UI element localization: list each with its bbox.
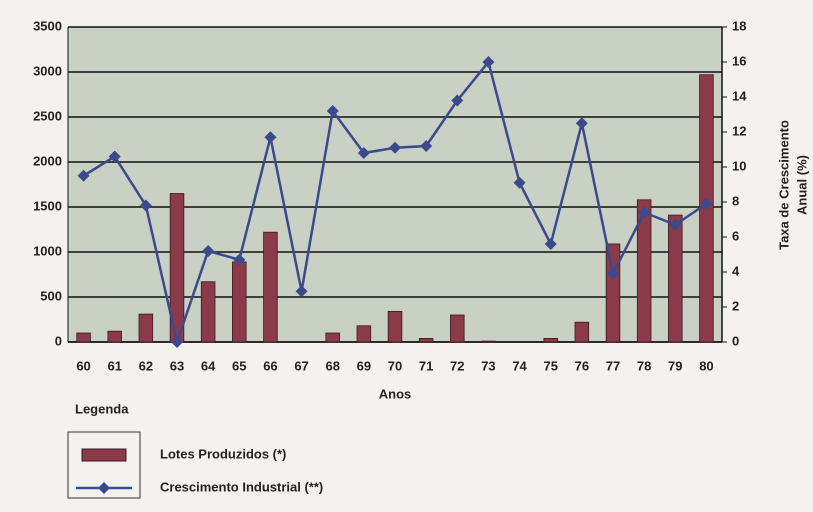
bar — [200, 281, 216, 343]
y2-tick-label: 10 — [732, 158, 746, 173]
x-tick-label: 79 — [668, 358, 682, 373]
y-tick-label: 2500 — [33, 108, 62, 123]
x-tick-label: 65 — [232, 358, 246, 373]
bar — [107, 330, 122, 343]
bar — [356, 325, 372, 343]
bar — [668, 214, 683, 343]
marker — [607, 267, 619, 280]
marker — [482, 56, 495, 68]
marker — [233, 253, 246, 266]
bar — [138, 313, 154, 343]
marker — [171, 336, 183, 348]
y2-tick-label: 14 — [732, 88, 747, 103]
marker — [326, 105, 339, 117]
y2-tick-label: 8 — [732, 193, 739, 208]
marker — [389, 141, 401, 154]
y2-axis-label: Anual (%) — [794, 155, 809, 215]
x-tick-label: 63 — [170, 358, 184, 373]
marker — [295, 285, 308, 298]
x-tick-label: 60 — [76, 358, 90, 373]
marker — [669, 218, 682, 231]
x-tick-label: 70 — [388, 358, 402, 373]
x-tick-label: 77 — [606, 358, 620, 373]
marker — [700, 197, 713, 210]
bar — [481, 340, 496, 343]
marker — [638, 206, 651, 219]
legend-label: Crescimento Industrial (**) — [160, 479, 323, 494]
legend-marker — [98, 482, 110, 494]
y-tick-label: 1000 — [33, 243, 62, 258]
bar — [636, 199, 652, 343]
x-tick-label: 73 — [481, 358, 495, 373]
x-axis-label: Anos — [379, 386, 412, 401]
bar — [325, 332, 340, 343]
legend-label: Lotes Produzidos (*) — [160, 446, 286, 461]
bar — [574, 321, 590, 343]
x-tick-label: 80 — [699, 358, 713, 373]
marker — [139, 199, 152, 212]
x-tick-label: 68 — [325, 358, 339, 373]
legend-title: Legenda — [75, 401, 129, 416]
marker — [77, 169, 90, 182]
x-tick-label: 61 — [107, 358, 121, 373]
legend-box — [67, 431, 141, 499]
y-tick-label: 1500 — [33, 198, 62, 213]
y2-axis-label: Taxa de Crescimento — [776, 120, 791, 250]
marker — [108, 150, 121, 163]
bar — [76, 332, 91, 343]
x-tick-label: 78 — [637, 358, 651, 373]
bar — [450, 314, 465, 343]
x-tick-label: 67 — [294, 358, 308, 373]
y2-tick-label: 18 — [732, 18, 746, 33]
x-tick-label: 72 — [450, 358, 464, 373]
marker — [202, 245, 215, 257]
marker — [513, 176, 526, 189]
marker — [544, 238, 557, 250]
y-tick-label: 3000 — [33, 63, 62, 78]
legend-swatch — [81, 448, 127, 462]
bar — [543, 337, 558, 343]
y2-tick-label: 16 — [732, 53, 746, 68]
y-tick-label: 500 — [40, 288, 62, 303]
y-tick-label: 2000 — [33, 153, 62, 168]
y-tick-label: 3500 — [33, 18, 62, 33]
x-tick-label: 64 — [201, 358, 216, 373]
y-tick-label: 0 — [55, 333, 62, 348]
y2-tick-label: 6 — [732, 228, 739, 243]
marker — [420, 140, 433, 152]
bar — [418, 337, 434, 343]
marker — [264, 131, 277, 144]
y2-tick-label: 2 — [732, 298, 739, 313]
y2-tick-label: 0 — [732, 333, 739, 348]
bar — [605, 243, 621, 343]
bar — [387, 310, 403, 343]
x-tick-label: 69 — [357, 358, 371, 373]
y2-tick-label: 12 — [732, 123, 746, 138]
marker — [357, 147, 370, 159]
x-tick-label: 74 — [512, 358, 527, 373]
x-tick-label: 66 — [263, 358, 277, 373]
bar — [232, 261, 247, 343]
marker — [575, 117, 588, 130]
bar — [263, 231, 278, 343]
x-tick-label: 76 — [575, 358, 589, 373]
x-tick-label: 75 — [543, 358, 557, 373]
marker — [451, 94, 464, 107]
x-tick-label: 62 — [139, 358, 153, 373]
y2-tick-label: 4 — [732, 263, 740, 278]
x-tick-label: 71 — [419, 358, 433, 373]
